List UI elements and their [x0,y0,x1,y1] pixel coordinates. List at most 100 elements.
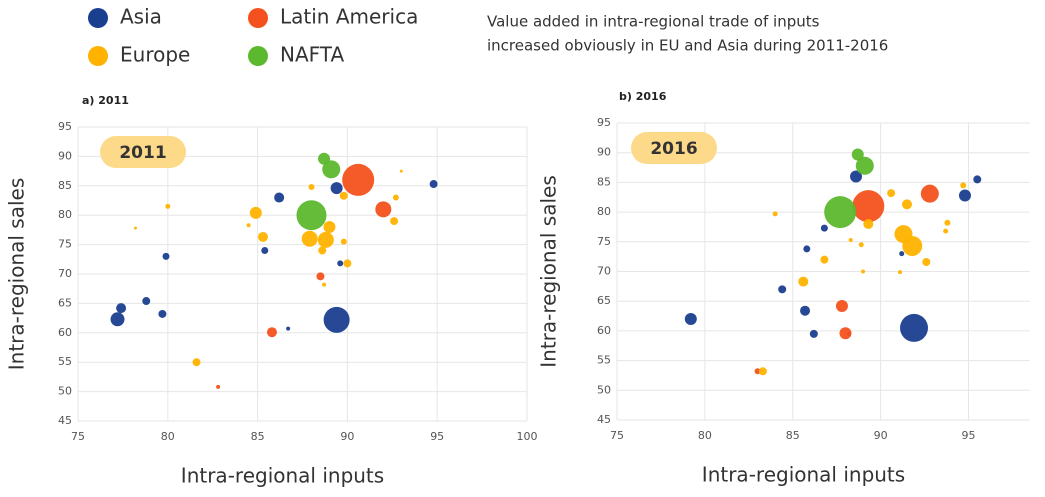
y-tick-label: 65 [597,294,611,307]
bubble [858,242,864,248]
bubble [192,358,201,367]
panel-title: b) 2016 [619,90,667,103]
legend-swatch [88,8,108,28]
legend-swatch [88,46,108,66]
y-tick-label: 80 [58,208,72,221]
bubble [399,169,403,173]
bubble [323,220,336,233]
bubble [249,206,262,219]
y-tick-label: 80 [597,205,611,218]
annotation: 2011 [119,143,166,163]
bubble [342,163,375,196]
bubble [848,238,853,243]
y-axis-label: Intra-regional sales [5,178,29,371]
y-tick-label: 45 [58,414,72,427]
bubble [798,276,809,287]
bubble [296,200,327,231]
x-tick-label: 90 [340,430,354,443]
y-tick-label: 70 [597,265,611,278]
bubble [943,228,949,234]
bubble [339,191,348,200]
bubble [323,306,350,333]
legend-label: Asia [120,5,162,29]
x-axis-label: Intra-regional inputs [181,464,384,488]
annotation: 2016 [650,139,697,159]
bubble [800,305,811,316]
bubble [133,226,137,230]
y-tick-label: 75 [597,235,611,248]
bubble [772,211,778,217]
bubble [820,224,828,232]
legend-swatch [248,46,268,66]
bubble [261,246,269,254]
x-tick-label: 75 [610,429,624,442]
bubble [778,285,787,294]
bubble [684,313,697,326]
bubble [116,303,127,314]
bubble [266,327,277,338]
bubble [340,238,347,245]
x-axis-label: Intra-regional inputs [702,463,905,487]
note-line: Value added in intra-regional trade of i… [487,13,820,31]
bubble [824,196,857,229]
bubble [855,156,874,175]
bubble [337,260,344,267]
bubble [308,183,315,190]
bubble [392,194,399,201]
bubble [330,182,343,195]
bubble [973,175,982,184]
note-line: increased obviously in EU and Asia durin… [487,37,888,55]
y-tick-label: 50 [58,385,72,398]
bubble [257,231,268,242]
bubble [246,223,251,228]
y-tick-label: 55 [597,354,611,367]
x-tick-label: 75 [71,430,85,443]
y-tick-label: 90 [58,149,72,162]
bubble [286,326,291,331]
x-tick-label: 100 [517,430,538,443]
bubble [809,329,818,338]
bubble [820,255,829,264]
bubble [322,160,341,179]
legend-swatch [248,8,268,28]
legend-label: Europe [120,43,190,67]
bubble [317,231,334,248]
bubble [158,309,167,318]
x-tick-label: 90 [874,429,888,442]
annotation-badge [100,136,186,168]
y-axis-label: Intra-regional sales [537,175,561,368]
x-tick-label: 85 [251,430,265,443]
legend-label: NAFTA [280,43,344,67]
bubble [863,218,874,229]
bubble [960,182,967,189]
bubble [429,180,438,189]
x-tick-label: 80 [161,430,175,443]
y-tick-label: 45 [597,413,611,426]
bubble [835,299,848,312]
bubble [861,269,866,274]
bubble [216,384,221,389]
bubble [958,189,971,202]
legend-label: Latin America [280,5,418,29]
bubble [110,312,125,327]
bubble [897,270,902,275]
y-tick-label: 90 [597,146,611,159]
bubble [390,217,399,226]
bubble [852,190,885,223]
bubble [343,259,352,268]
bubble [316,272,325,281]
bubble [274,192,285,203]
bubble [803,245,811,253]
x-tick-label: 80 [698,429,712,442]
y-tick-label: 60 [58,326,72,339]
x-tick-label: 95 [430,430,444,443]
bubble [839,327,852,340]
y-tick-label: 85 [58,179,72,192]
bubble [902,235,923,256]
y-tick-label: 65 [58,296,72,309]
y-tick-label: 85 [597,175,611,188]
panel-title: a) 2011 [82,94,129,107]
annotation-badge [631,132,717,164]
bubble [758,367,767,376]
